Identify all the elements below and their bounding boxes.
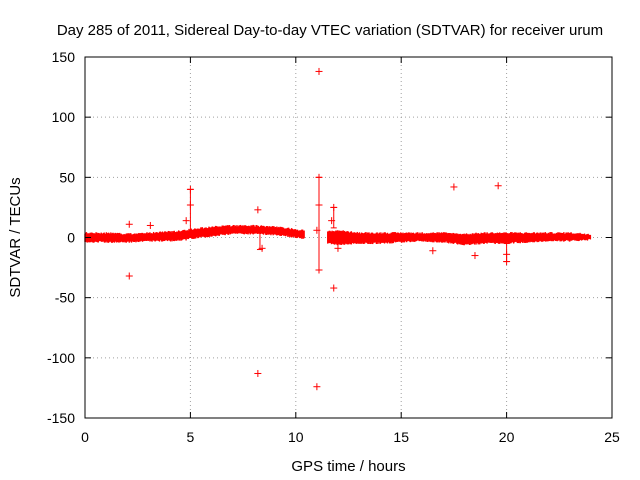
outlier-point [125,220,133,228]
y-tick-label: 100 [52,109,76,125]
outlier-point [254,206,262,214]
outlier-point [313,383,321,391]
outlier-point [254,369,262,377]
outlier-point [494,182,502,190]
outlier-point [315,173,323,181]
x-tick-label: 25 [604,429,620,445]
outlier-point [186,201,194,209]
x-tick-label: 20 [499,429,515,445]
y-tick-label: 0 [67,230,75,246]
outlier-point [503,258,511,266]
y-tick-label: -50 [55,290,75,306]
x-tick-label: 15 [393,429,409,445]
outlier-point [503,250,511,258]
x-tick-label: 5 [187,429,195,445]
outlier-point [125,272,133,280]
outlier-point [146,221,154,229]
x-tick-label: 0 [81,429,89,445]
outlier-point [334,244,342,252]
axis-ticks: 0 5 10 15 20 25 -150 -100 -50 0 50 100 150 [47,49,620,445]
x-axis-label: GPS time / hours [291,458,405,475]
outlier-point [258,244,266,252]
y-tick-label: 50 [59,169,75,185]
data-series [84,67,592,391]
y-tick-label: -100 [47,350,75,366]
y-tick-label: -150 [47,410,75,426]
outlier-point [450,183,458,191]
y-axis-label: SDTVAR / TECUs [7,177,24,297]
outlier-point [315,266,323,274]
outlier-point [313,226,321,234]
outlier-point [471,252,479,260]
outlier-point [330,203,338,211]
outlier-point [429,247,437,255]
outlier-point [315,67,323,75]
outlier-point [186,185,194,193]
y-tick-label: 150 [52,49,76,65]
outlier-point [330,284,338,292]
outlier-point [328,217,336,225]
outlier-point [182,217,190,225]
chart-title: Day 285 of 2011, Sidereal Day-to-day VTE… [57,22,603,39]
x-tick-label: 10 [288,429,304,445]
outlier-point [315,201,323,209]
